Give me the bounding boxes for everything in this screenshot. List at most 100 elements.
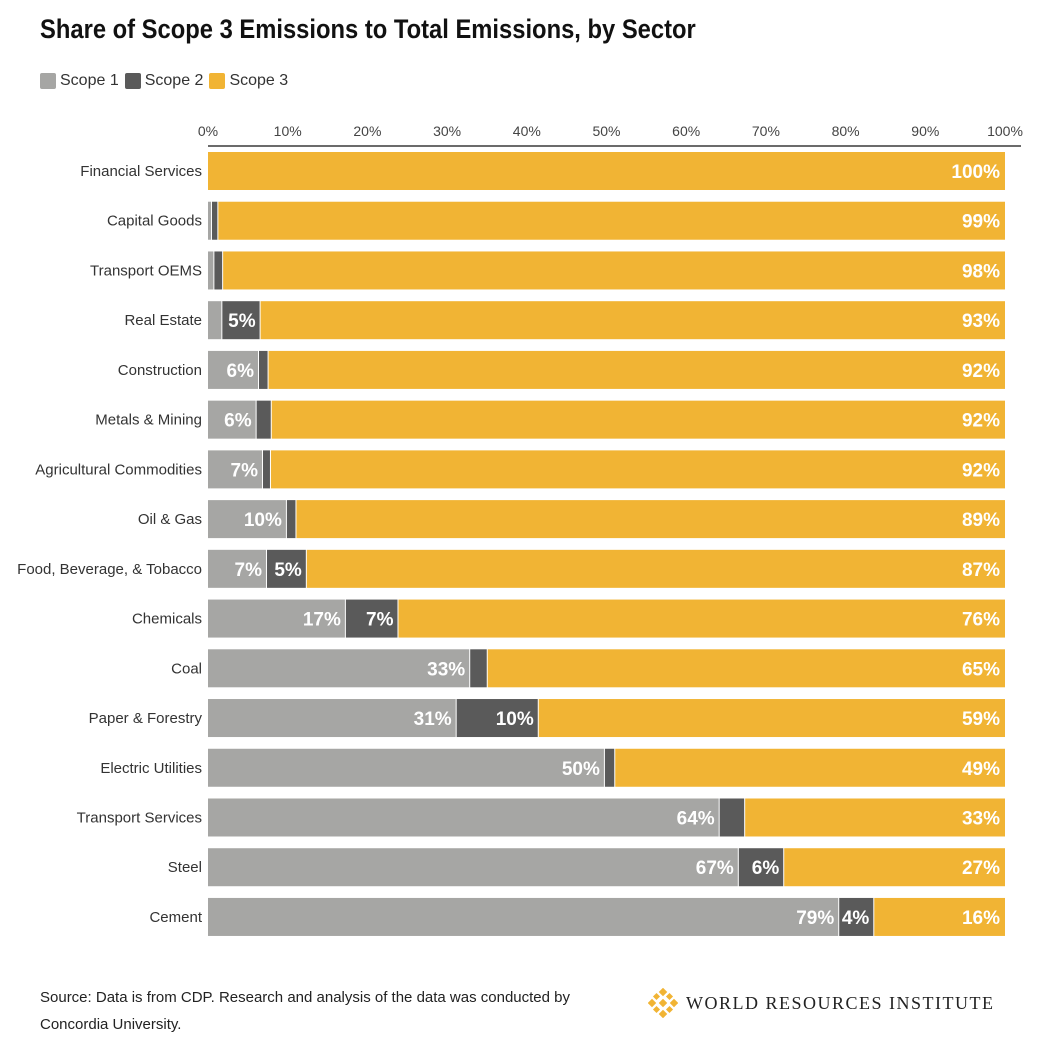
category-label: Construction [118, 362, 202, 379]
bar-scope3 [268, 350, 1005, 389]
data-label-scope2: 6% [752, 858, 780, 879]
data-label-scope3: 49% [962, 759, 1000, 780]
category-label: Steel [168, 859, 202, 876]
category-label: Capital Goods [107, 213, 202, 230]
bar-scope2 [345, 599, 398, 638]
category-label: Metals & Mining [95, 412, 202, 429]
bar-scope1 [208, 350, 259, 389]
bar-scope3 [874, 897, 1005, 936]
data-label-scope1: 64% [677, 808, 715, 829]
bar-scope1 [208, 500, 286, 539]
category-label: Electric Utilities [100, 760, 202, 777]
x-tick-label: 30% [433, 123, 461, 139]
legend-swatch-scope2 [124, 73, 141, 89]
category-label: Food, Beverage, & Tobacco [17, 561, 202, 578]
legend-item-scope1: Scope 1 [40, 72, 119, 90]
data-label-scope2: 10% [496, 709, 534, 730]
category-label: Transport Services [77, 809, 202, 826]
bar-scope2 [604, 748, 615, 787]
category-label: Cement [149, 909, 202, 926]
legend-item-scope2: Scope 2 [124, 72, 203, 90]
x-tick-label: 80% [832, 123, 860, 139]
bar-scope3 [218, 201, 1006, 240]
data-label-scope2: 5% [274, 560, 302, 581]
wri-logo-text: WORLD RESOURCES INSTITUTE [686, 992, 995, 1013]
data-label-scope3: 27% [962, 858, 1000, 879]
data-label-scope3: 100% [951, 162, 1000, 183]
data-label-scope1: 79% [796, 908, 834, 929]
wri-logo-icon [648, 988, 678, 1018]
legend-swatch-scope1 [40, 73, 56, 89]
category-label: Coal [171, 660, 202, 677]
bar-scope2 [456, 699, 538, 738]
bar-scope2 [211, 201, 218, 240]
bar-scope2 [839, 897, 874, 936]
legend-item-scope3: Scope 3 [209, 72, 288, 90]
bar-scope2 [286, 500, 296, 539]
category-label: Real Estate [124, 312, 202, 329]
bar-scope3 [270, 450, 1005, 489]
data-label-scope1: 17% [303, 610, 341, 631]
data-label-scope3: 89% [962, 510, 1000, 531]
category-label: Oil & Gas [138, 511, 202, 528]
x-tick-label: 100% [987, 123, 1023, 139]
data-label-scope3: 65% [962, 659, 1000, 680]
bar-scope3 [487, 649, 1005, 688]
bar-scope3 [615, 748, 1005, 787]
legend-label-scope1: Scope 1 [60, 72, 119, 89]
x-tick-label: 10% [274, 123, 302, 139]
x-tick-label: 90% [911, 123, 939, 139]
bar-scope2 [738, 848, 784, 887]
bar-scope1 [208, 699, 456, 738]
bar-scope2 [259, 350, 268, 389]
source-note: Source: Data is from CDP. Research and a… [40, 989, 571, 1033]
bar-scope2 [256, 400, 271, 439]
category-label: Financial Services [80, 163, 202, 180]
x-tick-label: 40% [513, 123, 541, 139]
bar-scope3 [398, 599, 1005, 638]
data-label-scope1: 6% [224, 411, 252, 432]
bar-scope1 [208, 301, 222, 340]
data-label-scope3: 93% [962, 311, 1000, 332]
bar-scope1 [208, 848, 738, 887]
bar-scope1 [208, 649, 470, 688]
data-label-scope3: 76% [962, 610, 1000, 631]
bar-scope2 [262, 450, 270, 489]
bar-scope1 [208, 549, 266, 588]
legend-label-scope3: Scope 3 [229, 72, 289, 89]
data-label-scope3: 59% [962, 709, 1000, 730]
bar-scope3 [306, 549, 1005, 588]
data-label-scope2: 5% [228, 311, 256, 332]
bar-scope2 [719, 798, 745, 837]
x-tick-label: 50% [592, 123, 620, 139]
data-label-scope1: 31% [414, 709, 452, 730]
data-label-scope3: 92% [962, 361, 1000, 382]
category-label: Agricultural Commodities [35, 461, 202, 478]
stacked-bar-chart: 0% 10% 20% 30% 40% 50% 60% 70% 80% 90% 100% Financi… [17, 123, 1023, 936]
data-label-scope1: 50% [562, 759, 600, 780]
data-label-scope2: 7% [366, 610, 394, 631]
bar-scope1 [208, 798, 719, 837]
bar-scope1 [208, 400, 256, 439]
bar-scope1 [208, 450, 262, 489]
data-label-scope3: 33% [962, 808, 1000, 829]
x-tick-label: 70% [752, 123, 780, 139]
bar-scope3 [784, 848, 1005, 887]
bar-scope1 [208, 897, 839, 936]
x-tick-label: 60% [672, 123, 700, 139]
x-tick-label: 20% [353, 123, 381, 139]
category-label: Chemicals [132, 611, 202, 628]
bar-scope1 [208, 251, 214, 290]
data-label-scope1: 7% [231, 460, 259, 481]
bar-scope3 [745, 798, 1005, 837]
data-label-scope2: 4% [842, 908, 870, 929]
bar-scope3 [271, 400, 1005, 439]
legend: Scope 1 Scope 2 Scope 3 [40, 72, 294, 90]
data-label-scope1: 6% [227, 361, 255, 382]
bar-scope3 [208, 152, 1005, 190]
data-label-scope1: 10% [244, 510, 282, 531]
chart-title: Share of Scope 3 Emissions to Total Emis… [40, 14, 696, 44]
legend-swatch-scope3 [209, 73, 226, 89]
bar-scope1 [208, 748, 604, 787]
bar-scope3 [223, 251, 1005, 290]
